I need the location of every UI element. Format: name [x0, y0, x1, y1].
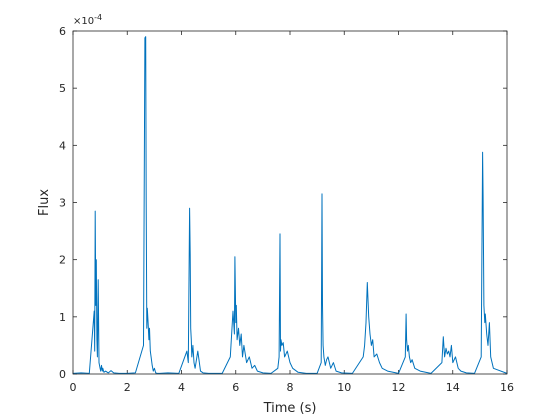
x-tick-label: 6 — [232, 381, 239, 394]
x-tick-label: 16 — [500, 381, 514, 394]
y-axis-ticks: 0 1 2 3 4 5 6 — [59, 25, 507, 381]
x-axis-ticks: 0 2 4 6 8 10 12 14 16 — [70, 31, 514, 394]
y-axis-label: Flux — [37, 189, 52, 216]
axes-background — [73, 31, 507, 374]
y-tick-label: 3 — [59, 197, 66, 210]
x-tick-label: 10 — [337, 381, 351, 394]
y-tick-label: 2 — [59, 254, 66, 267]
y-tick-label: 6 — [59, 25, 66, 38]
y-tick-label: 0 — [59, 368, 66, 381]
flux-series-line — [72, 36, 508, 374]
x-axis-label: Time (s) — [263, 401, 317, 416]
y-tick-label: 4 — [59, 139, 66, 152]
x-tick-label: 4 — [178, 381, 185, 394]
y-axis-exponent: ×10-4 — [73, 13, 102, 28]
x-tick-label: 2 — [124, 381, 131, 394]
x-tick-label: 14 — [446, 381, 460, 394]
y-axis-exponent-value: -4 — [94, 13, 102, 22]
y-tick-label: 1 — [59, 311, 66, 324]
axes-box — [72, 30, 508, 375]
y-tick-label: 5 — [59, 82, 66, 95]
x-tick-label: 0 — [70, 381, 77, 394]
x-tick-label: 12 — [392, 381, 406, 394]
y-axis-multiplier: ×10 — [73, 16, 94, 27]
x-tick-label: 8 — [287, 381, 294, 394]
